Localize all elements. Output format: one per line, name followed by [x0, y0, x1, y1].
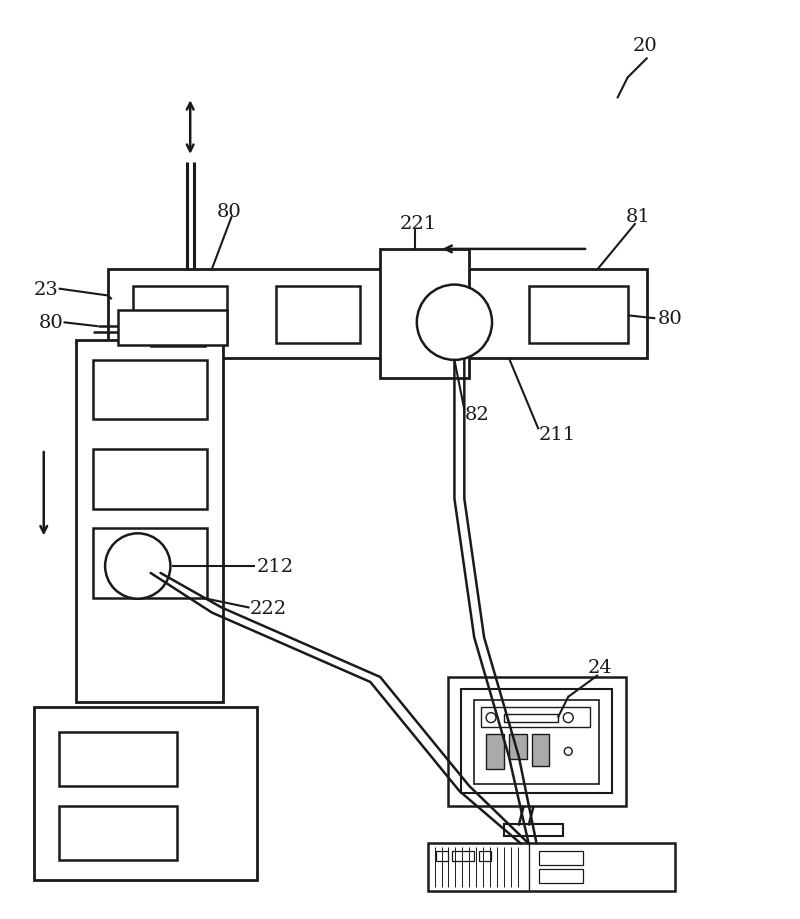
Text: 20: 20	[633, 37, 658, 55]
Text: 222: 222	[250, 599, 286, 617]
Circle shape	[417, 285, 492, 360]
Bar	[504, 714, 558, 721]
Text: 23: 23	[34, 280, 58, 299]
Bar	[108, 269, 647, 358]
Bar	[486, 734, 504, 769]
Bar	[133, 287, 227, 344]
Bar	[479, 852, 491, 861]
Text: 82: 82	[464, 406, 489, 424]
Bar	[58, 806, 178, 860]
Bar	[77, 341, 223, 702]
Text: 221: 221	[400, 215, 437, 233]
Bar	[529, 287, 628, 344]
Text: 81: 81	[626, 208, 650, 226]
Bar	[118, 311, 227, 346]
Bar	[94, 449, 207, 509]
Bar	[474, 700, 599, 784]
Bar	[447, 677, 626, 806]
Bar	[428, 844, 675, 891]
Text: 80: 80	[658, 310, 682, 328]
Bar	[509, 734, 526, 759]
Circle shape	[105, 534, 170, 599]
Text: 80: 80	[39, 314, 63, 332]
Bar	[538, 869, 583, 883]
Bar	[453, 852, 474, 861]
Bar	[436, 852, 447, 861]
Text: 24: 24	[588, 658, 613, 676]
Bar	[538, 852, 583, 866]
Bar	[58, 732, 178, 786]
Bar	[94, 528, 207, 598]
Bar	[150, 329, 205, 346]
Bar	[94, 360, 207, 420]
Text: 212: 212	[257, 558, 294, 575]
Bar	[481, 707, 590, 727]
Text: 80: 80	[217, 203, 242, 221]
Bar	[380, 250, 470, 379]
Bar	[276, 287, 361, 344]
Text: 211: 211	[538, 425, 576, 444]
Bar	[34, 707, 257, 880]
Bar	[532, 734, 550, 766]
Bar	[462, 689, 612, 793]
Bar	[504, 823, 563, 835]
